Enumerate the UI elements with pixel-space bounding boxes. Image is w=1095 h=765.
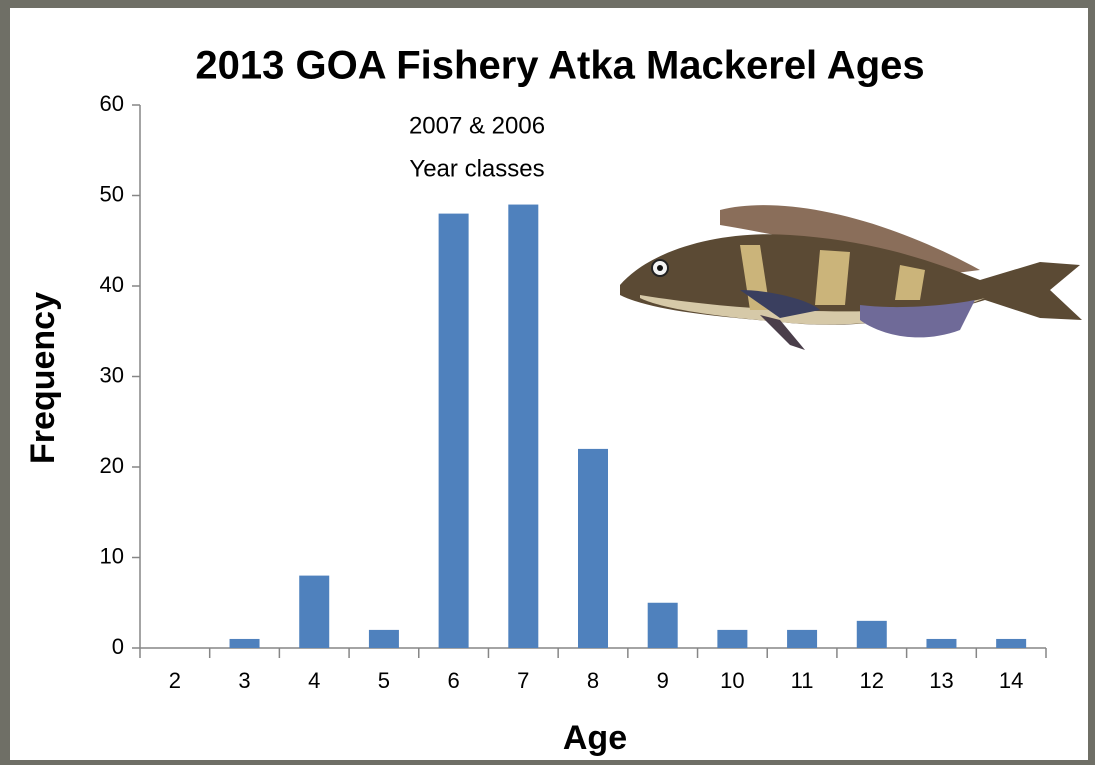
bar [438, 213, 469, 648]
y-tick-label: 60 [100, 91, 124, 116]
x-tick-label: 9 [657, 668, 669, 693]
fish-illustration [620, 205, 1082, 350]
x-tick-label: 6 [447, 668, 459, 693]
annotation: 2007 & 2006 [409, 112, 545, 139]
x-tick-label: 2 [169, 668, 181, 693]
y-tick-label: 30 [100, 362, 124, 387]
bar [647, 602, 678, 648]
bar [717, 629, 748, 648]
y-tick-label: 20 [100, 453, 124, 478]
x-tick-label: 14 [999, 668, 1023, 693]
x-tick-label: 5 [378, 668, 390, 693]
y-tick-label: 40 [100, 272, 124, 297]
y-tick-label: 50 [100, 181, 124, 206]
x-tick-label: 4 [308, 668, 320, 693]
bar [856, 620, 887, 648]
bar [926, 638, 957, 648]
y-tick-label: 10 [100, 543, 124, 568]
x-tick-label: 13 [929, 668, 953, 693]
panel [10, 8, 1088, 760]
x-tick-label: 10 [720, 668, 744, 693]
bar [299, 575, 330, 648]
y-axis-label: Frequency [24, 292, 62, 464]
bar [229, 638, 260, 648]
y-tick-label: 0 [112, 634, 124, 659]
annotation: Year classes [409, 155, 544, 182]
x-tick-label: 11 [791, 668, 814, 693]
bar [787, 629, 818, 648]
bar [578, 448, 608, 648]
x-axis-label: Age [563, 719, 627, 757]
x-tick-label: 7 [517, 668, 529, 693]
plot-area: 0 10 20 30 40 50 60 2 3 4 5 6 7 8 9 10 11 12 13 14 [100, 91, 1047, 693]
x-tick-label: 3 [238, 668, 250, 693]
bar [996, 638, 1027, 648]
x-tick-label: 8 [587, 668, 599, 693]
bar [508, 204, 539, 649]
bar [368, 629, 399, 648]
chart-title: 2013 GOA Fishery Atka Mackerel Ages [195, 44, 924, 88]
x-tick-label: 12 [860, 668, 884, 693]
